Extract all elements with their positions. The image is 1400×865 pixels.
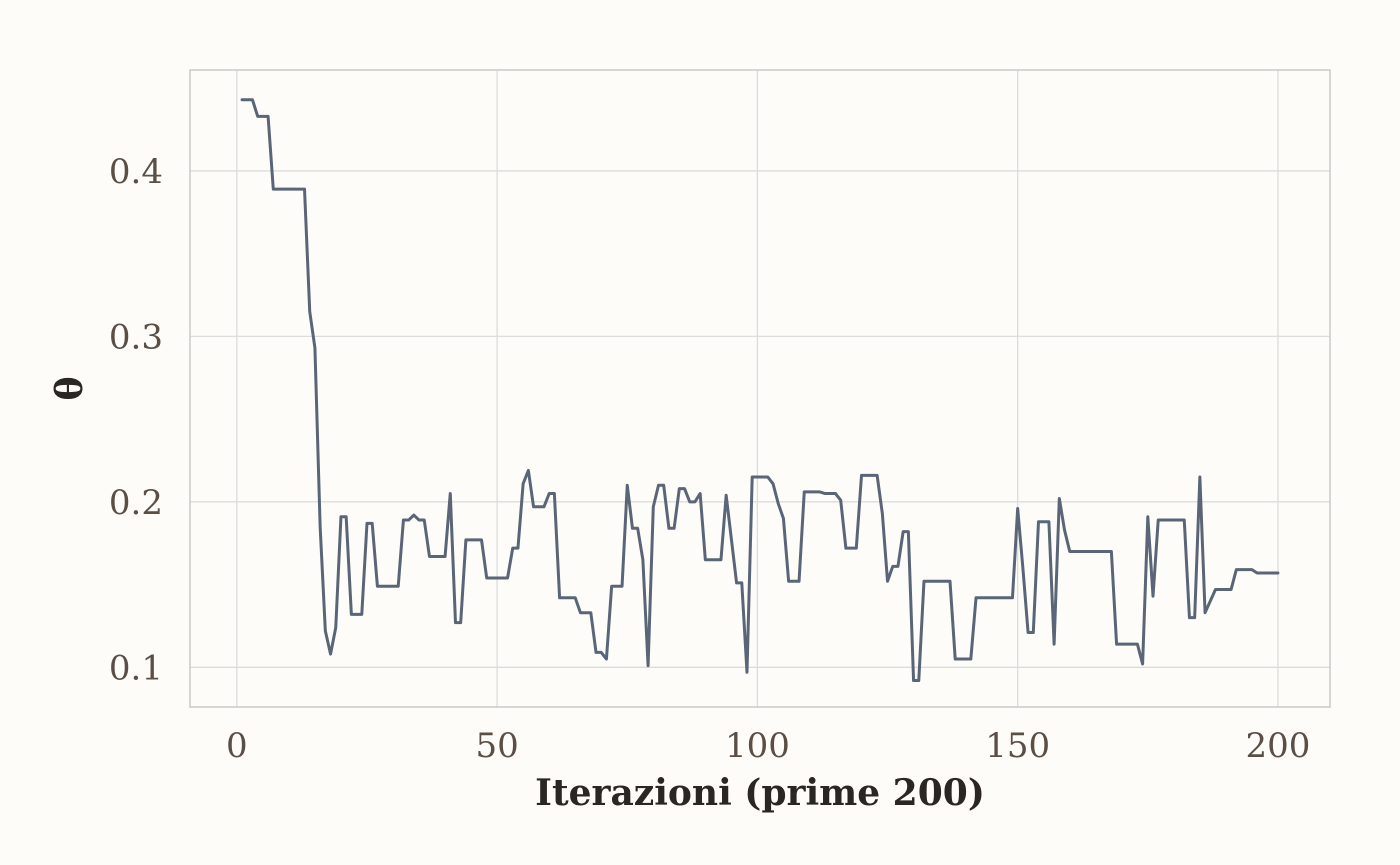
y-tick-label-3: 0.4 — [109, 152, 163, 192]
series-layer — [240, 98, 1280, 683]
series-line-0 — [240, 98, 1280, 683]
x-tick-label-3: 150 — [985, 726, 1050, 766]
y-tick-label-2: 0.3 — [109, 317, 163, 357]
x-tick-label-0: 0 — [226, 726, 248, 766]
x-axis-ticks: 0 50 100 150 200 — [226, 726, 1310, 766]
grid — [190, 70, 1330, 707]
x-tick-label-1: 50 — [475, 726, 518, 766]
y-axis-title: θ — [49, 376, 91, 400]
y-tick-label-1: 0.2 — [109, 483, 163, 523]
y-tick-label-0: 0.1 — [109, 648, 163, 688]
x-tick-label-2: 100 — [725, 726, 790, 766]
plot-frame — [189, 69, 1331, 708]
y-axis-ticks: 0.1 0.2 0.3 0.4 — [109, 152, 163, 688]
x-axis-title: Iterazioni (prime 200) — [535, 772, 985, 814]
x-tick-label-4: 200 — [1245, 726, 1310, 766]
